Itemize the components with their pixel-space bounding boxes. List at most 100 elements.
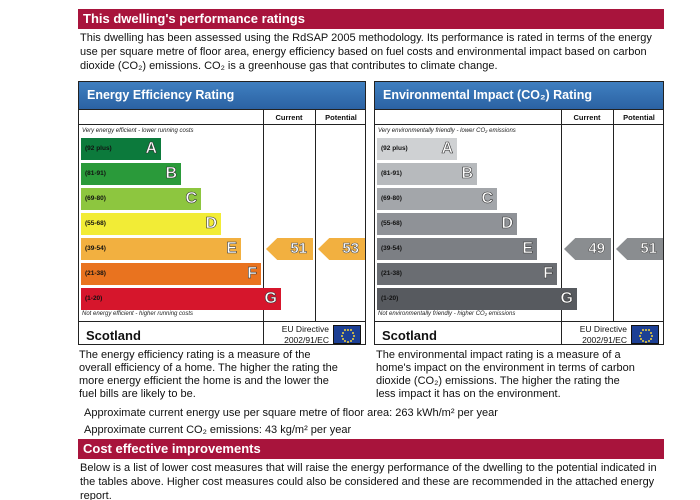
description-line: more energy efficient the home is and th… [79, 375, 329, 387]
description-line: The environmental impact rating is a mea… [376, 349, 621, 361]
band-letter: G [560, 290, 573, 308]
band-range-label: (55-68) [85, 220, 106, 227]
band-letter: C [481, 190, 493, 208]
rating-band-b: (81-91) B [377, 163, 477, 185]
rating-band-d: (55-68) D [81, 213, 221, 235]
column-potential-label: Potential [623, 113, 655, 122]
divider [375, 109, 663, 110]
description-line: fuel bills are likely to be. [79, 388, 196, 400]
band-range-label: (55-68) [381, 220, 402, 227]
country-label: Scotland [382, 328, 437, 343]
section-heading-performance: This dwelling's performance ratings [78, 9, 664, 29]
environmental-impact-panel: Environmental Impact (CO₂) Rating Curren… [374, 81, 664, 345]
description-line: The energy efficiency rating is a measur… [79, 349, 311, 361]
environment-rating-description: The environmental impact rating is a mea… [376, 349, 666, 401]
intro-line: use per square metre of floor area, ener… [80, 46, 647, 58]
environment-panel-title: Environmental Impact (CO₂) Rating [375, 82, 663, 109]
rating-band-c: (69-80) C [81, 188, 201, 210]
eu-flag-icon [333, 325, 361, 344]
band-letter: F [247, 265, 257, 283]
improvements-line: Below is a list of lower cost measures t… [80, 462, 657, 474]
band-letter: B [165, 165, 177, 183]
band-letter: E [522, 240, 533, 258]
divider [79, 109, 365, 110]
divider [375, 321, 663, 322]
band-letter: F [543, 265, 553, 283]
divider [613, 109, 614, 321]
rating-band-e: (39-54) E [81, 238, 241, 260]
current-rating-arrow: 49 [564, 238, 611, 260]
divider [315, 109, 316, 321]
eu-directive-label: EU Directive [281, 324, 329, 334]
eu-flag-icon [631, 325, 659, 344]
top-note: Very energy efficient - lower running co… [82, 128, 194, 134]
rating-band-f: (21-38) F [377, 263, 557, 285]
band-letter: D [501, 215, 513, 233]
rating-band-g: (1-20) G [377, 288, 577, 310]
eu-directive-label: EU Directive [579, 324, 627, 334]
intro-line: dioxide (CO₂) emissions. CO₂ is a greenh… [80, 60, 498, 72]
divider [375, 124, 663, 125]
column-potential-label: Potential [325, 113, 357, 122]
bottom-note: Not environmentally friendly - higher CO… [378, 311, 516, 317]
band-letter: D [205, 215, 217, 233]
improvements-paragraph: Below is a list of lower cost measures t… [80, 461, 665, 500]
band-letter: B [461, 165, 473, 183]
band-range-label: (21-38) [85, 270, 106, 277]
rating-band-d: (55-68) D [377, 213, 517, 235]
rating-band-e: (39-54) E [377, 238, 537, 260]
rating-band-a: (92 plus) A [377, 138, 457, 160]
divider [561, 109, 562, 344]
band-range-label: (21-38) [381, 270, 402, 277]
band-range-label: (92 plus) [85, 145, 112, 152]
band-range-label: (69-80) [381, 195, 402, 202]
band-letter: E [226, 240, 237, 258]
potential-rating-arrow: 51 [616, 238, 663, 260]
eu-directive-code: 2002/91/EC [284, 335, 329, 345]
band-range-label: (81-91) [381, 170, 402, 177]
eu-directive-text: EU Directive 2002/91/EC [580, 324, 627, 346]
description-line: overall efficiency of a home. The higher… [79, 362, 338, 374]
band-range-label: (69-80) [85, 195, 106, 202]
band-range-label: (39-54) [85, 245, 106, 252]
co2-emissions-metric: Approximate current CO₂ emissions: 43 kg… [84, 424, 352, 436]
description-line: dioxide (CO₂) emissions. The higher the … [376, 375, 620, 387]
rating-band-a: (92 plus) A [81, 138, 161, 160]
band-range-label: (92 plus) [381, 145, 408, 152]
energy-use-metric: Approximate current energy use per squar… [84, 407, 498, 419]
intro-line: This dwelling has been assessed using th… [80, 32, 652, 44]
band-letter: A [145, 140, 157, 158]
divider [79, 321, 365, 322]
country-label: Scotland [86, 328, 141, 343]
band-range-label: (81-91) [85, 170, 106, 177]
intro-paragraph: This dwelling has been assessed using th… [80, 31, 665, 73]
energy-efficiency-panel: Energy Efficiency Rating Current Potenti… [78, 81, 366, 345]
eu-directive-code: 2002/91/EC [582, 335, 627, 345]
band-letter: G [264, 290, 277, 308]
column-current-label: Current [275, 113, 303, 122]
rating-band-g: (1-20) G [81, 288, 281, 310]
section-heading-improvements: Cost effective improvements [78, 439, 664, 459]
column-current-label: Current [573, 113, 601, 122]
top-note: Very environmentally friendly - lower CO… [378, 128, 516, 134]
description-line: home's impact on the environment in term… [376, 362, 635, 374]
description-line: less impact it has on the environment. [376, 388, 561, 400]
energy-panel-title: Energy Efficiency Rating [79, 82, 365, 109]
bottom-note: Not energy efficient - higher running co… [82, 311, 194, 317]
band-letter: A [441, 140, 453, 158]
band-range-label: (1-20) [381, 295, 399, 302]
band-letter: C [185, 190, 197, 208]
improvements-line: report. [80, 490, 112, 500]
eu-directive-text: EU Directive 2002/91/EC [282, 324, 329, 346]
divider [79, 124, 365, 125]
rating-band-c: (69-80) C [377, 188, 497, 210]
improvements-line: the tables above. Higher cost measures c… [80, 476, 655, 488]
rating-band-f: (21-38) F [81, 263, 261, 285]
band-range-label: (1-20) [85, 295, 103, 302]
band-range-label: (39-54) [381, 245, 402, 252]
energy-rating-description: The energy efficiency rating is a measur… [79, 349, 369, 401]
divider [263, 109, 264, 344]
current-rating-arrow: 51 [266, 238, 313, 260]
potential-rating-arrow: 53 [318, 238, 365, 260]
rating-band-b: (81-91) B [81, 163, 181, 185]
